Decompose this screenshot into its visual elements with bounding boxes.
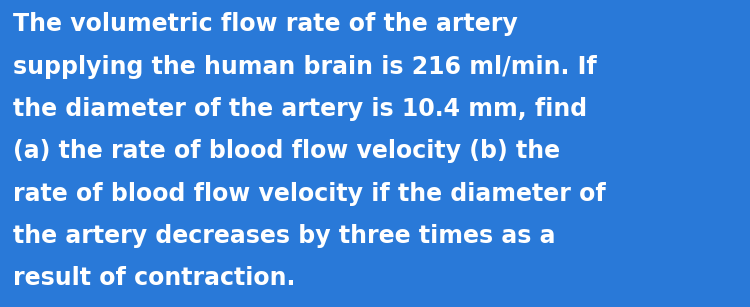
Text: the diameter of the artery is 10.4 mm, find: the diameter of the artery is 10.4 mm, f…	[13, 97, 588, 121]
Text: rate of blood flow velocity if the diameter of: rate of blood flow velocity if the diame…	[13, 182, 606, 206]
Text: the artery decreases by three times as a: the artery decreases by three times as a	[13, 224, 556, 248]
Text: The volumetric flow rate of the artery: The volumetric flow rate of the artery	[13, 12, 518, 36]
Text: (a) the rate of blood flow velocity (b) the: (a) the rate of blood flow velocity (b) …	[13, 139, 560, 163]
Text: result of contraction.: result of contraction.	[13, 266, 296, 290]
Text: supplying the human brain is 216 ml/min. If: supplying the human brain is 216 ml/min.…	[13, 55, 597, 79]
